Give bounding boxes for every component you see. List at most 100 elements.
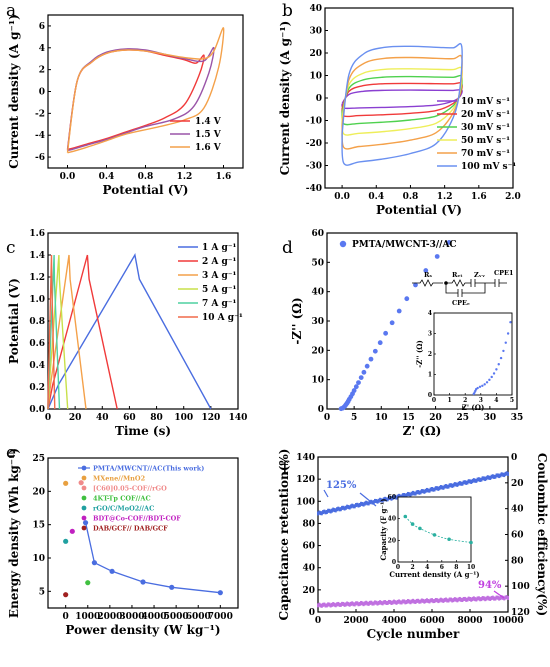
inset-x-tick-label: 0	[432, 397, 436, 404]
cycle-point-1	[476, 477, 479, 482]
y-axis-label-c: Potential (V)	[7, 278, 21, 364]
cycle-point-2	[333, 602, 336, 607]
cycle-point-2	[363, 601, 366, 606]
cycle-point-2	[447, 598, 450, 603]
ragone-point-this-work	[91, 560, 97, 566]
circuit-label-rct: Rₑₜ	[452, 271, 463, 279]
cycle-point-2	[358, 601, 361, 606]
cycle-point-1	[353, 504, 356, 509]
cycle-point-1	[361, 502, 364, 507]
y-tick-label-d: 20	[311, 346, 324, 356]
cycle-point-2	[443, 597, 446, 602]
cycle-point-2	[387, 599, 390, 604]
legend-label-a: 1.4 V	[195, 117, 222, 127]
cycle-point-2	[370, 600, 373, 605]
inset-nyquist-point	[492, 372, 496, 375]
cycle-point-2	[415, 598, 418, 603]
y-tick-label-c: 1.0	[29, 295, 45, 305]
panel-label-e: e	[6, 443, 16, 463]
nyquist-point	[364, 363, 370, 369]
cycle-point-2	[493, 596, 496, 601]
cycle-point-2	[332, 602, 335, 607]
inset-x-tick-label: 2	[411, 564, 415, 571]
cycle-point-1	[403, 492, 406, 497]
cycle-point-1	[380, 498, 383, 503]
y-tick-label-c: 1.2	[29, 273, 45, 283]
cycle-point-1	[317, 511, 319, 516]
cycle-point-1	[320, 511, 323, 516]
cycle-point-1	[485, 476, 488, 481]
cycle-point-1	[418, 490, 421, 495]
cycle-point-2	[422, 598, 425, 603]
cycle-point-2	[398, 599, 401, 604]
cv-curve-3	[66, 27, 225, 154]
cycle-point-1	[436, 486, 439, 491]
cycle-point-2	[491, 595, 494, 600]
resistor-rs	[412, 279, 443, 287]
nyquist-point	[372, 348, 378, 354]
cycle-point-1	[425, 487, 428, 492]
cycle-point-2	[429, 598, 432, 603]
cycle-point-1	[405, 493, 408, 498]
inset-nyquist-point	[481, 384, 484, 387]
cycle-point-2	[499, 596, 502, 601]
cycle-point-2	[318, 602, 321, 607]
y-tick-label-d: 40	[311, 288, 324, 298]
y-tick-label-c: 0.8	[29, 317, 45, 327]
cycle-point-1	[493, 474, 496, 479]
cycle-point-1	[495, 473, 498, 478]
cycle-point-1	[481, 476, 484, 481]
cycle-point-1	[482, 476, 485, 481]
inset-capacity-point	[410, 522, 415, 526]
ragone-point-this-work	[217, 590, 223, 596]
x-tick-label-e: 5000	[164, 612, 189, 622]
cycle-point-1	[462, 480, 465, 485]
cycle-point-1	[431, 487, 433, 492]
cycle-point-1	[406, 491, 409, 496]
cycle-point-2	[405, 599, 408, 604]
x-axis-label-b: Potential (V)	[376, 203, 462, 217]
cycle-point-2	[379, 600, 382, 605]
inset-y-tick-label: 0	[392, 559, 396, 566]
cycle-point-1	[412, 490, 414, 495]
y-tick-label-a: 0	[39, 88, 45, 98]
cycle-point-1	[434, 486, 437, 491]
y-tick-label-c: 0.0	[29, 405, 45, 415]
cycle-point-1	[349, 504, 352, 509]
x-tick-label-a: 0.0	[60, 172, 76, 182]
cycle-point-1	[448, 483, 451, 488]
y-axis-label-e: Energy density (Wh kg⁻¹)	[7, 448, 21, 618]
cycle-point-1	[451, 483, 454, 488]
cycle-point-1	[437, 486, 440, 491]
cycle-point-1	[319, 511, 322, 516]
cycle-point-2	[325, 603, 328, 608]
cycle-point-2	[374, 600, 376, 605]
legend-label-c: 7 A g⁻¹	[202, 299, 237, 309]
y-tick-label-d: 10	[311, 376, 324, 386]
cycle-point-2	[334, 603, 337, 608]
cycle-point-1	[341, 505, 344, 510]
nyquist-point	[351, 388, 357, 393]
cycle-point-2	[480, 597, 483, 602]
y-axis-label-f: Capacitance retention(%)	[277, 449, 291, 621]
x-tick-label-b: 2.0	[505, 192, 521, 202]
cycle-point-1	[419, 490, 422, 495]
ragone-point-reference	[63, 480, 69, 486]
cycle-point-1	[355, 503, 357, 508]
inset-x-tick-label: 5	[510, 397, 514, 404]
legend-label-e: [C60]0.05-COF//rGO	[93, 485, 167, 493]
y-tick-label-c: 1.6	[29, 229, 45, 239]
x-tick-label-b: 1.2	[437, 192, 453, 202]
cycle-point-2	[475, 597, 478, 602]
y-tick-label-a: -2	[35, 109, 45, 119]
cycle-point-1	[489, 475, 492, 480]
cycle-point-2	[495, 595, 498, 600]
inset-x-tick-label: 6	[440, 564, 444, 571]
legend-label-e: PMTA/MWCNT//AC(This work)	[93, 465, 204, 473]
cycle-point-2	[494, 596, 497, 601]
y2-tick-label-f: 0	[511, 453, 517, 463]
cycle-point-2	[403, 599, 406, 604]
cycle-point-2	[453, 597, 456, 602]
legend-label-e: rGO/C/MoO2//AC	[93, 505, 154, 513]
